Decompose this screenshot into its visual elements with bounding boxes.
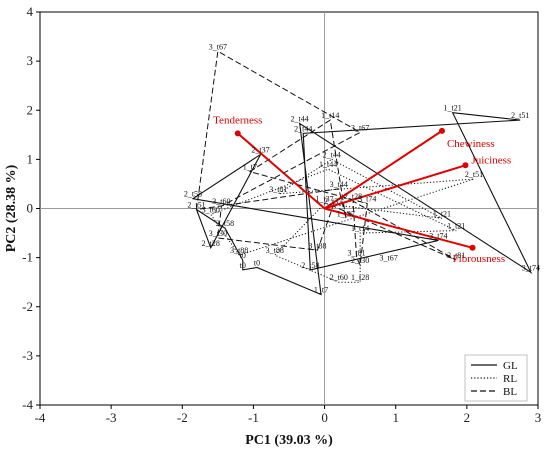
point-label: 3_t81 [269, 185, 287, 194]
point-label: 2_t58 [301, 261, 319, 270]
point-label: 1_t21 [444, 104, 462, 113]
point-label: 2_t58 [216, 219, 234, 228]
point-label: 1_t7 [314, 285, 328, 294]
attribute-vector [324, 207, 473, 249]
series-polygon-solid [191, 112, 533, 296]
point-label: 2_t37 [324, 197, 342, 206]
point-label: 2_t44 [294, 124, 312, 133]
axes: -4 -3 -2 -1 0 1 2 3 -4 -3 -2 -1 0 1 2 3 4 PC1 (39.03 %) PC… [4, 4, 541, 448]
point-label: 1_t21 [447, 222, 465, 231]
point-label: 2_t44 [323, 150, 341, 159]
attribute-label: Juiciness [471, 154, 511, 166]
point-label: 3_t67 [209, 42, 227, 51]
x-tick-label: 0 [321, 410, 328, 425]
x-tick-label: 2 [464, 410, 471, 425]
legend-label: BL [503, 386, 517, 398]
point-label: 1_t14 [351, 224, 369, 233]
group-polygons [191, 50, 533, 296]
attribute-label: Chewiness [447, 138, 495, 150]
y-tick-label: 2 [27, 102, 34, 117]
attribute-marker [438, 127, 445, 134]
point-label: 3_t74 [522, 263, 540, 272]
point-label: 2_t58 [184, 190, 202, 199]
y-tick-label: -2 [22, 299, 33, 314]
point-label: 1_t21 [433, 209, 451, 218]
point-label: 3_t60 [202, 205, 220, 214]
point-label: t0 [240, 261, 246, 270]
point-label: t0 [254, 258, 260, 267]
point-label: 2_t28 [202, 239, 220, 248]
legend-label: GL [503, 360, 518, 372]
x-tick-label: -2 [177, 410, 188, 425]
point-label: 3_t74 [429, 231, 447, 240]
y-tick-label: 0 [27, 201, 34, 216]
point-label: 3_t81 [347, 249, 365, 258]
point-label: 3_t67 [351, 123, 369, 132]
y-tick-label: -1 [22, 250, 33, 265]
point-label: 2_t51 [511, 111, 529, 120]
plot-frame [39, 11, 539, 406]
attribute-vector [324, 130, 443, 210]
series-polygon-dashed [195, 50, 457, 267]
point-label: 3_t44 [330, 180, 348, 189]
x-axis-title: PC1 (39.03 %) [245, 433, 333, 448]
attribute-vector [237, 132, 326, 210]
y-tick-label: 1 [27, 151, 34, 166]
point-label: 3_t30 [209, 229, 227, 238]
point-label: 2_t30 [351, 256, 369, 265]
point-label: 1_t44 [319, 160, 337, 169]
point-label: 3_t88 [266, 246, 284, 255]
y-axis-title: PC2 (28.38 %) [4, 164, 19, 252]
point-label: 2_t51 [187, 200, 205, 209]
x-tick-label: 1 [392, 410, 399, 425]
point-label: 1_t28 [351, 273, 369, 282]
attribute-label: Tenderness [213, 114, 262, 126]
legend-label: RL [503, 373, 517, 385]
point-label: 1_t14 [321, 111, 339, 120]
y-tick-label: -3 [22, 348, 33, 363]
point-label: t0 [240, 251, 246, 260]
point-label: 2_t51 [465, 170, 483, 179]
point-label: 3_t74 [358, 195, 376, 204]
x-tick-label: -4 [35, 410, 46, 425]
point-label: 2_t44 [291, 115, 309, 124]
attribute-marker [234, 130, 241, 137]
point-label: 1_t37 [315, 195, 333, 204]
point-label: 3_t88 [230, 246, 248, 255]
x-tick-label: 3 [535, 410, 542, 425]
point-label: 1_t7 [243, 163, 257, 172]
point-label: 3_t88 [308, 241, 326, 250]
attribute-label: Fibrousness [453, 253, 506, 265]
point-label: 3_t60 [212, 197, 230, 206]
attribute-vector [324, 164, 466, 210]
attribute-marker [469, 244, 476, 251]
series-polygon-dotted [209, 158, 475, 283]
attribute-vectors: Tenderness Chewiness Juiciness Fibrousness [213, 114, 511, 264]
point-label: 3_t81 [447, 251, 465, 260]
point-label: 1_t37 [337, 209, 355, 218]
point-label: 2_t28 [344, 192, 362, 201]
point-label: 2_t60 [330, 273, 348, 282]
y-tick-label: -4 [22, 397, 33, 412]
y-tick-label: 4 [27, 4, 34, 19]
x-tick-label: -1 [248, 410, 259, 425]
point-label: 2_t37 [251, 145, 269, 154]
y-tick-label: 3 [27, 53, 34, 68]
attribute-marker [462, 162, 469, 169]
x-tick-label: -3 [106, 410, 117, 425]
point-label: 3_t67 [379, 254, 397, 263]
